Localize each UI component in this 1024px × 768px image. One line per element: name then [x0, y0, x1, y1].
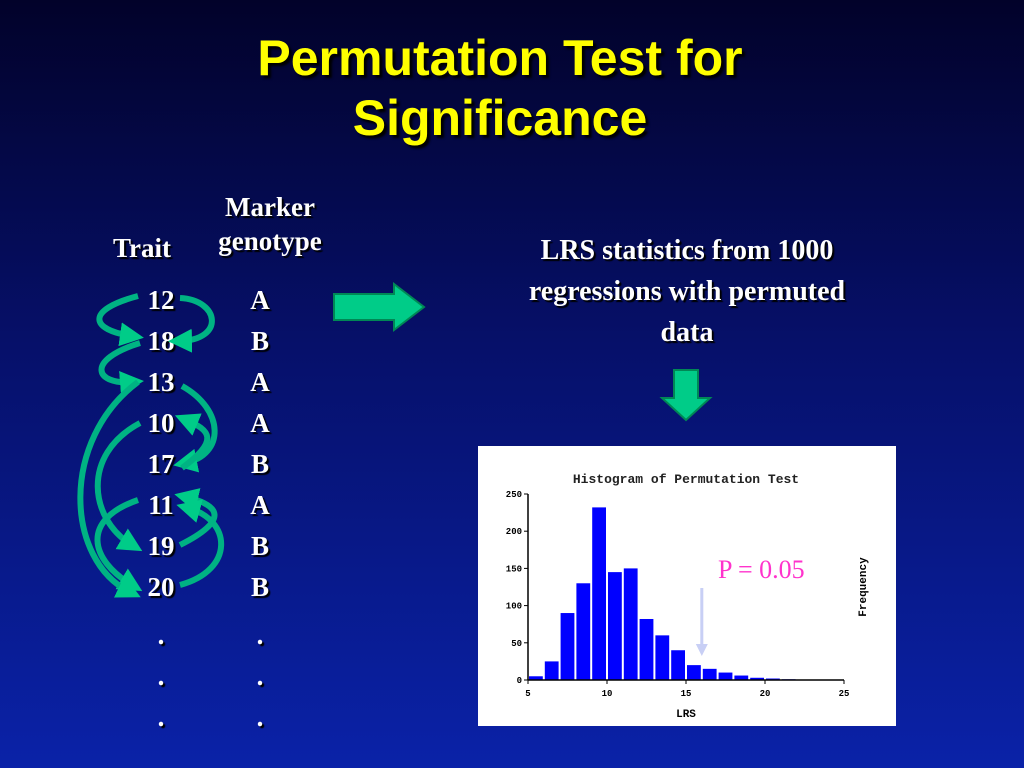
trait-value: 10	[147, 408, 175, 438]
swap-arrow	[94, 420, 143, 552]
trait-value: 19	[147, 531, 175, 561]
trait-value: 12	[147, 285, 175, 315]
swap-arrow	[77, 379, 141, 598]
lrs-caption-line-3: data	[660, 317, 714, 348]
trait-value: .	[157, 620, 165, 650]
p-value-label: P = 0.05	[718, 555, 805, 584]
histogram-bar	[623, 568, 638, 680]
histogram-bar	[750, 677, 764, 680]
histogram-bar	[734, 675, 749, 680]
x-tick-label: 10	[602, 689, 613, 699]
y-tick-label: 250	[506, 490, 522, 500]
histogram-bar	[576, 583, 591, 680]
trait-value: 18	[147, 326, 175, 356]
genotype-value: A	[250, 367, 270, 397]
y-axis-label: Frequency	[858, 557, 870, 617]
y-tick-label: 50	[511, 639, 522, 649]
x-tick-label: 20	[760, 689, 771, 699]
marker-header-line-2: genotype	[218, 226, 322, 256]
marker-header: Marker genotype	[205, 190, 335, 258]
genotype-value: .	[256, 661, 264, 691]
trait-value: 20	[147, 572, 175, 602]
lrs-caption-line-2: regressions with permuted	[528, 276, 846, 307]
histogram-chart: Histogram of Permutation Test 0 50 100 150 20…	[478, 446, 896, 726]
y-tick-label: 0	[517, 676, 522, 686]
genotype-value: A	[250, 490, 270, 520]
lrs-caption: LRS statistics from 1000 regressions wit…	[480, 230, 894, 353]
histogram-bar	[702, 668, 717, 680]
chart-title: Histogram of Permutation Test	[573, 472, 799, 487]
x-tick-label: 15	[681, 689, 692, 699]
histogram-bar	[639, 618, 654, 680]
genotype-value: B	[250, 326, 269, 356]
trait-value: 13	[147, 367, 175, 397]
histogram-bar	[655, 635, 670, 680]
x-tick-label: 5	[525, 689, 530, 699]
histogram-bar	[529, 676, 543, 680]
y-tick-label: 150	[506, 564, 522, 574]
genotype-value: B	[250, 449, 269, 479]
genotype-value: .	[256, 702, 264, 732]
genotype-value: B	[250, 572, 269, 602]
genotype-value: B	[250, 531, 269, 561]
p-value-arrow-head	[695, 644, 708, 656]
histogram-bar	[671, 650, 685, 680]
trait-header: Trait	[113, 233, 171, 263]
y-tick-label: 200	[506, 527, 522, 537]
down-arrow	[659, 369, 713, 422]
right-arrow	[333, 282, 426, 333]
trait-value: .	[157, 661, 165, 691]
marker-header-line-1: Marker	[225, 192, 315, 222]
histogram-bar	[544, 661, 559, 680]
trait-value: 17	[147, 449, 175, 479]
trait-value: .	[157, 702, 165, 732]
title-line-2: Significance	[352, 90, 648, 146]
slide-title: Permutation Test for Significance	[0, 28, 1000, 148]
histogram-bar	[608, 572, 622, 680]
histogram-bar	[687, 665, 701, 680]
x-tick-label: 25	[839, 689, 850, 699]
title-line-1: Permutation Test for	[257, 30, 743, 86]
histogram-bar	[592, 507, 606, 680]
genotype-value: A	[250, 408, 270, 438]
histogram-bar	[560, 613, 575, 680]
histogram-bar	[718, 672, 733, 680]
x-axis-label: LRS	[676, 709, 696, 721]
genotype-value: A	[250, 285, 270, 315]
genotype-value: .	[256, 620, 264, 650]
y-tick-label: 100	[506, 602, 522, 612]
lrs-caption-line-1: LRS statistics from 1000	[540, 235, 834, 266]
trait-value: 11	[148, 490, 174, 520]
